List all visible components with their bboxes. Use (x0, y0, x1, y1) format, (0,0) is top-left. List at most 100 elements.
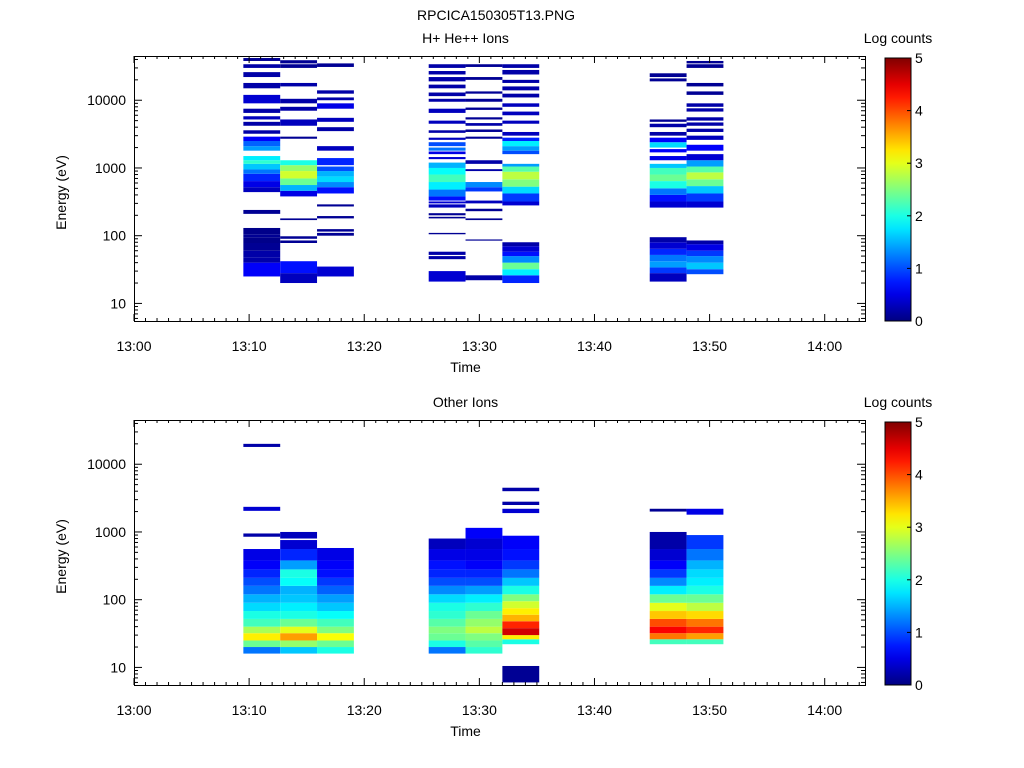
heatmap-cell (686, 144, 724, 151)
heatmap-cell (243, 549, 281, 561)
heatmap-cell (428, 92, 466, 97)
x-tick-label: 13:50 (692, 338, 727, 354)
heatmap-cell (243, 116, 281, 120)
heatmap-cell (649, 577, 687, 586)
x-tick-label: 13:10 (232, 338, 267, 354)
heatmap-cell (280, 577, 318, 586)
heatmap-cell (280, 136, 318, 139)
heatmap-cell (502, 141, 540, 147)
heatmap-cell (502, 193, 540, 202)
heatmap-cell (649, 594, 687, 603)
heatmap-cell (280, 611, 318, 619)
heatmap-cell (686, 240, 724, 245)
heatmap-cell (428, 162, 466, 168)
heatmap-cell (243, 160, 281, 164)
heatmap-cell (317, 182, 354, 188)
heatmap-cell (280, 640, 318, 648)
y-tick-label: 10 (110, 295, 126, 311)
heatmap-cell (280, 585, 318, 595)
heatmap-cell (465, 594, 503, 603)
heatmap-cell (686, 618, 724, 627)
heatmap-cell (686, 117, 724, 121)
heatmap-cell (243, 250, 281, 258)
colorbar-label: Log counts (864, 394, 933, 410)
heatmap-cell (280, 60, 318, 64)
heatmap-cell (686, 82, 724, 87)
heatmap-cell (280, 106, 318, 111)
heatmap-cell (280, 540, 318, 550)
heatmap-cell (686, 639, 724, 645)
heatmap-cell (686, 244, 724, 251)
heatmap-cell (502, 166, 540, 172)
heatmap-cell (649, 560, 687, 570)
axes-frame (134, 420, 866, 686)
heatmap-cell (317, 158, 354, 166)
heatmap-cell (502, 635, 540, 640)
heatmap-cell (465, 218, 503, 221)
heatmap-cell (243, 169, 281, 174)
heatmap-cell (317, 577, 354, 586)
heatmap-cell (649, 626, 687, 634)
heatmap-cell (502, 487, 540, 492)
heatmap-cell (686, 193, 724, 202)
heatmap-cell (243, 136, 281, 142)
heatmap-cell (649, 142, 687, 148)
heatmap-cell (428, 147, 466, 151)
heatmap-cell (428, 142, 466, 147)
heatmap-cell (280, 549, 318, 561)
heatmap-cell (465, 577, 503, 586)
heatmap-cell (280, 569, 318, 578)
heatmap-cell (502, 585, 540, 595)
heatmap-cell (686, 201, 724, 208)
heatmap-cell (243, 234, 281, 238)
heatmap-cell (428, 137, 466, 140)
colorbar-tick-label: 1 (915, 260, 923, 276)
heatmap-cell (317, 216, 354, 219)
heatmap-cell (317, 640, 354, 648)
heatmap-cell (502, 171, 540, 180)
heatmap-cell (428, 538, 466, 550)
heatmap-cell (502, 608, 540, 615)
heatmap-cell (686, 179, 724, 187)
x-axis-label: Time (450, 723, 481, 739)
heatmap-cell (243, 626, 281, 634)
heatmap-cell (243, 569, 281, 578)
heatmap-cell (243, 577, 281, 586)
heatmap-cell (502, 601, 540, 609)
heatmap-cell (280, 626, 318, 634)
heatmap-cell (649, 119, 687, 122)
axes-frame (134, 56, 866, 322)
heatmap-cell (317, 232, 354, 236)
heatmap-cell (649, 123, 687, 128)
heatmap-cell (649, 149, 687, 153)
heatmap-cell (502, 93, 540, 98)
x-tick-label: 13:30 (462, 338, 497, 354)
heatmap-cell (465, 136, 503, 139)
heatmap-cell (465, 549, 503, 561)
heatmap-cell (502, 628, 540, 636)
heatmap-cell (649, 188, 687, 195)
heatmap-cell (280, 618, 318, 627)
heatmap-cell (649, 639, 687, 645)
heatmap-cell (686, 594, 724, 603)
heatmap-cell (502, 594, 540, 602)
heatmap-cell (465, 626, 503, 634)
heatmap-cell (649, 163, 687, 168)
heatmap-cell (465, 107, 503, 110)
heatmap-cell (686, 172, 724, 180)
heatmap-cell (649, 254, 687, 262)
heatmap-cell (243, 243, 281, 251)
heatmap-cell (465, 182, 503, 188)
heatmap-cell (428, 204, 466, 208)
heatmap-cell (317, 547, 354, 561)
x-tick-label: 14:00 (807, 338, 842, 354)
heatmap-cell (428, 271, 466, 282)
heatmap-cell (686, 602, 724, 612)
heatmap-cell (502, 179, 540, 187)
heatmap-cell (502, 131, 540, 136)
heatmap-cell (428, 151, 466, 155)
heatmap-cell (428, 189, 466, 197)
heatmap-cell (317, 117, 354, 122)
heatmap-cell (502, 186, 540, 194)
